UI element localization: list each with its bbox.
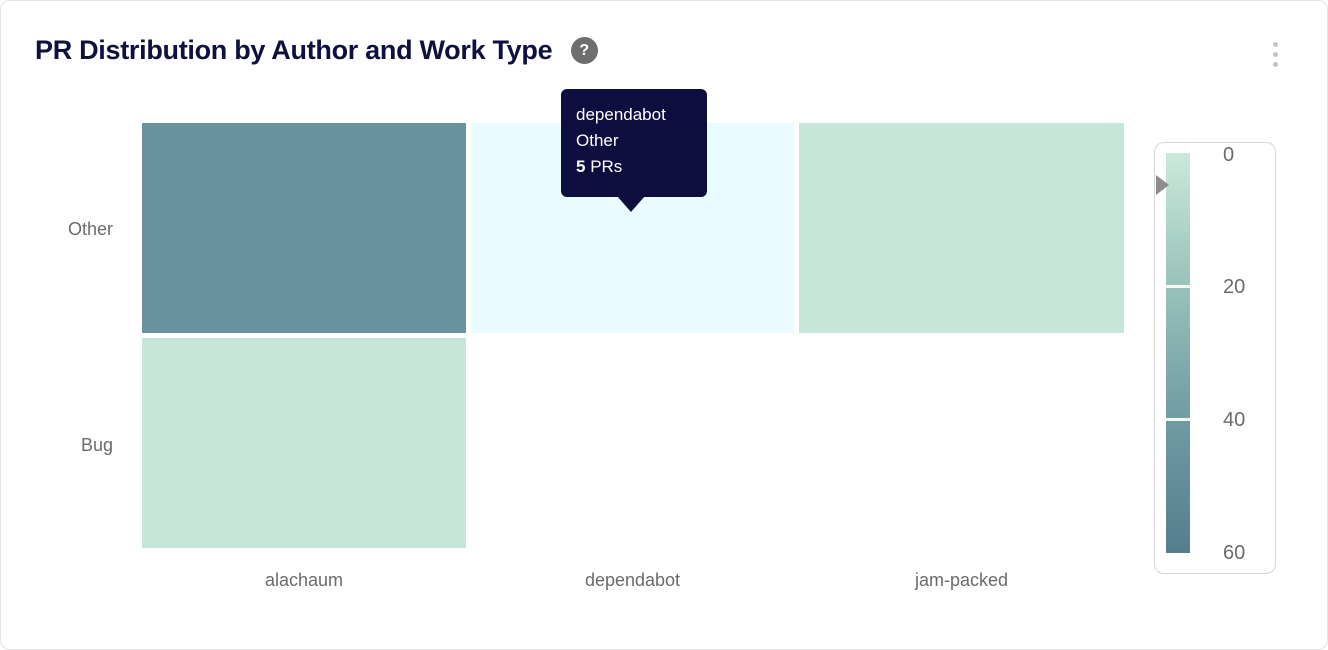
tooltip-value: 5 bbox=[576, 157, 586, 176]
legend-tick-60: 60 bbox=[1223, 542, 1246, 564]
legend-pointer-icon bbox=[1156, 175, 1169, 195]
heatmap-cell-alachaum-other[interactable] bbox=[142, 123, 466, 333]
page-title: PR Distribution by Author and Work Type bbox=[35, 35, 553, 65]
heatmap-cell-dependabot-bug[interactable] bbox=[471, 338, 794, 548]
card-header: PR Distribution by Author and Work Type … bbox=[35, 35, 1307, 75]
tooltip-author: dependabot bbox=[576, 105, 666, 124]
heatmap-cell-jam-packed-bug[interactable] bbox=[799, 338, 1124, 548]
tooltip-unit: PRs bbox=[585, 157, 623, 176]
legend-tick-20: 20 bbox=[1223, 276, 1246, 298]
legend-separator bbox=[1166, 285, 1190, 288]
color-scale-legend: 0 20 40 60 bbox=[1154, 142, 1276, 574]
heatmap-cell-jam-packed-other[interactable] bbox=[799, 123, 1124, 333]
kebab-menu-icon[interactable] bbox=[1267, 37, 1283, 67]
y-axis-label-bug: Bug bbox=[80, 435, 113, 455]
y-axis-label-other: Other bbox=[67, 219, 113, 239]
legend-gradient-bar bbox=[1166, 153, 1190, 553]
x-axis-label-dependabot: dependabot bbox=[584, 570, 681, 590]
x-axis-label-alachaum: alachaum bbox=[264, 570, 344, 590]
help-icon[interactable]: ? bbox=[570, 37, 598, 64]
hover-tooltip: dependabot Other 5 PRs bbox=[561, 89, 707, 212]
kebab-dot bbox=[1272, 52, 1278, 57]
tooltip-work-type: Other bbox=[576, 131, 619, 150]
legend-separator bbox=[1166, 418, 1190, 421]
tooltip-arrow-icon bbox=[617, 196, 645, 212]
heatmap-grid bbox=[142, 123, 1124, 548]
kebab-dot bbox=[1272, 62, 1278, 67]
kebab-dot bbox=[1272, 42, 1278, 47]
legend-tick-0: 0 bbox=[1223, 144, 1235, 166]
x-axis-label-jam-packed: jam-packed bbox=[914, 570, 1009, 590]
x-axis-labels: alachaum dependabot jam-packed bbox=[142, 570, 1124, 591]
heatmap-cell-alachaum-bug[interactable] bbox=[142, 338, 466, 548]
legend-tick-40: 40 bbox=[1223, 409, 1246, 431]
tooltip-value-line: 5 PRs bbox=[576, 154, 693, 180]
